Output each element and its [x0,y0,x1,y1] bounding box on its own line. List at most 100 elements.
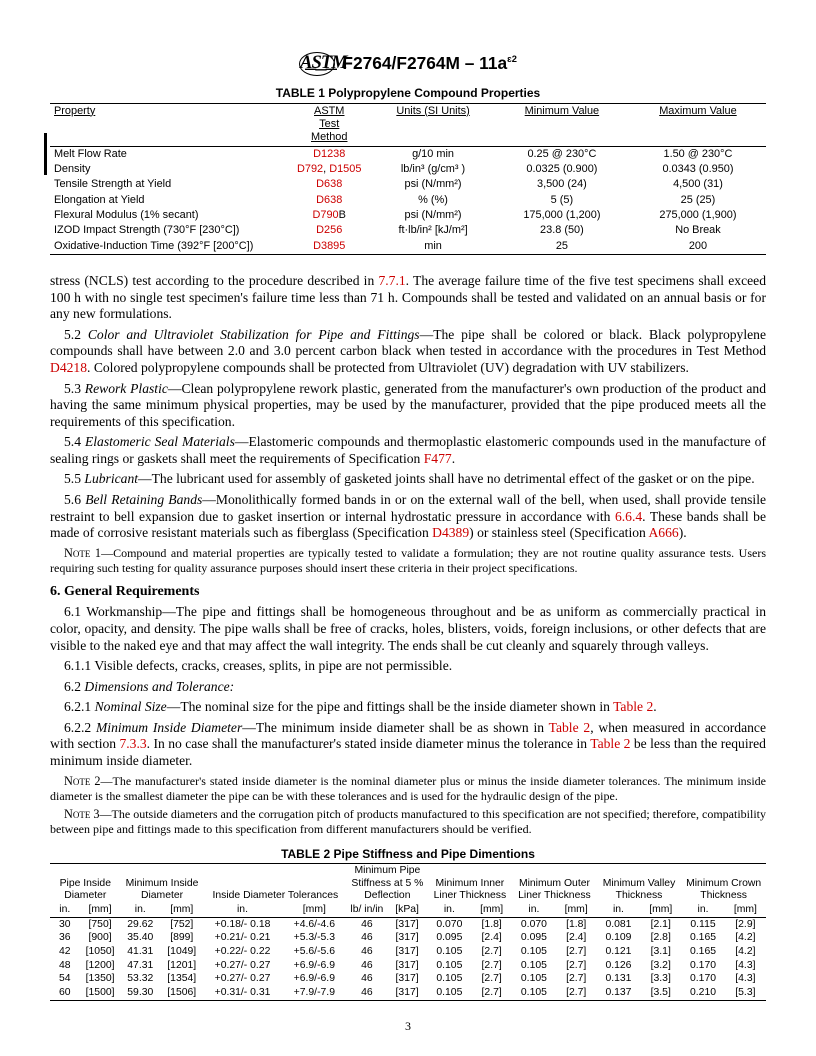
link-table2b[interactable]: Table 2 [549,720,591,735]
table-cell: Elongation at Yield [50,193,286,208]
table-subheader: [mm] [556,903,597,917]
table-subheader: [mm] [282,903,348,917]
table-cell: 0.105 [428,946,472,960]
table-cell: 0.0325 (0.900) [494,162,630,177]
table-cell: 41.31 [121,946,160,960]
p-622: 6.2.2 Minimum Inside Diameter—The minimu… [50,720,766,770]
link-f477[interactable]: F477 [424,451,452,466]
table-cell: +5.6/-5.6 [282,946,348,960]
page-header: A͟S͟T͟M F2764/F2764M – 11aɛ2 [50,52,766,76]
table-cell: 60 [50,987,80,1001]
table-cell: 36 [50,932,80,946]
table-cell: 46 [347,932,386,946]
link-a666[interactable]: A666 [648,525,678,540]
link-733[interactable]: 7.3.3 [119,736,146,751]
table1: Property ASTMTestMethod Units (SI Units)… [50,103,766,255]
table-cell: [2.4] [471,932,512,946]
table-cell: [1050] [80,946,121,960]
table-cell: 0.070 [512,918,556,932]
table-cell: [2.7] [556,987,597,1001]
table1-title: TABLE 1 Polypropylene Compound Propertie… [50,86,766,101]
table-subheader: [mm] [640,903,681,917]
table-cell: 30 [50,918,80,932]
table-cell: 0.170 [681,959,725,973]
table-cell: D638 [286,177,372,192]
table-cell: +0.18/- 0.18 [204,918,282,932]
table-cell: [3.2] [640,959,681,973]
table-cell: 0.109 [597,932,641,946]
table-cell: [1.8] [471,918,512,932]
table-cell: +0.21/- 0.21 [204,932,282,946]
table-cell: Density [50,162,286,177]
table-cell: 48 [50,959,80,973]
p-62: 6.2 Dimensions and Tolerance: [50,679,766,696]
note2: Note 2—The manufacturer's stated inside … [50,774,766,804]
link-d4218[interactable]: D4218 [50,360,87,375]
change-bar [44,133,47,175]
t1h3: Minimum Value [494,103,630,146]
table-cell: D792, D1505 [286,162,372,177]
table-cell: 35.40 [121,932,160,946]
link-664[interactable]: 6.6.4 [615,509,642,524]
table-cell: [4.3] [725,973,766,987]
p-54: 5.4 Elastomeric Seal Materials—Elastomer… [50,434,766,467]
table-cell: [2.4] [556,932,597,946]
table-cell: 0.165 [681,932,725,946]
link-table2a[interactable]: Table 2 [613,699,653,714]
table-cell: 0.115 [681,918,725,932]
table-subheader: [kPa] [387,903,428,917]
table-cell: Oxidative-Induction Time (392°F [200°C]) [50,239,286,255]
table-cell: 25 [494,239,630,255]
table-cell: +7.9/-7.9 [282,987,348,1001]
table-cell: 42 [50,946,80,960]
table-cell: [1500] [80,987,121,1001]
link-table2c[interactable]: Table 2 [590,736,630,751]
p-ncls: stress (NCLS) test according to the proc… [50,273,766,323]
p-53: 5.3 Rework Plastic—Clean polypropylene r… [50,381,766,431]
table-cell: psi (N/mm²) [372,208,494,223]
body-text: stress (NCLS) test according to the proc… [50,273,766,837]
table-subheader: in. [50,903,80,917]
table-cell: min [372,239,494,255]
t1h2: Units (SI Units) [372,103,494,146]
table-cell: 0.095 [512,932,556,946]
table2: Pipe Inside Diameter Minimum Inside Diam… [50,863,766,1001]
table-cell: 23.8 (50) [494,223,630,238]
table-cell: psi (N/mm²) [372,177,494,192]
table2-title: TABLE 2 Pipe Stiffness and Pipe Dimentio… [50,847,766,862]
link-771[interactable]: 7.7.1 [378,273,405,288]
table-cell: [2.7] [471,959,512,973]
table-cell: 54 [50,973,80,987]
table-cell: +4.6/-4.6 [282,918,348,932]
table-cell: 0.070 [428,918,472,932]
table-cell: Flexural Modulus (1% secant) [50,208,286,223]
table-cell: [1201] [160,959,204,973]
table-cell: 275,000 (1,900) [630,208,766,223]
table-cell: 0.210 [681,987,725,1001]
table-cell: 46 [347,946,386,960]
t2g4: Minimum Inner Liner Thickness [428,864,513,904]
table-cell: [1354] [160,973,204,987]
table-cell: D790B [286,208,372,223]
link-d4389[interactable]: D4389 [432,525,469,540]
table-cell: No Break [630,223,766,238]
table-cell: D638 [286,193,372,208]
table-subheader: in. [121,903,160,917]
table-cell: 0.105 [428,959,472,973]
table-subheader: in. [204,903,282,917]
table-subheader: [mm] [160,903,204,917]
page-number: 3 [50,1019,766,1034]
table-cell: 0.081 [597,918,641,932]
table-cell: Tensile Strength at Yield [50,177,286,192]
table-cell: 0.0343 (0.950) [630,162,766,177]
table-cell: 0.105 [512,959,556,973]
note3: Note 3—The outside diameters and the cor… [50,807,766,837]
table-cell: [3.5] [640,987,681,1001]
table-subheader: in. [597,903,641,917]
t1h1: ASTMTestMethod [286,103,372,146]
p-621: 6.2.1 Nominal Size—The nominal size for … [50,699,766,716]
table-cell: 0.105 [512,987,556,1001]
table-cell: [2.7] [556,959,597,973]
table-cell: 0.105 [428,987,472,1001]
table-subheader: [mm] [80,903,121,917]
